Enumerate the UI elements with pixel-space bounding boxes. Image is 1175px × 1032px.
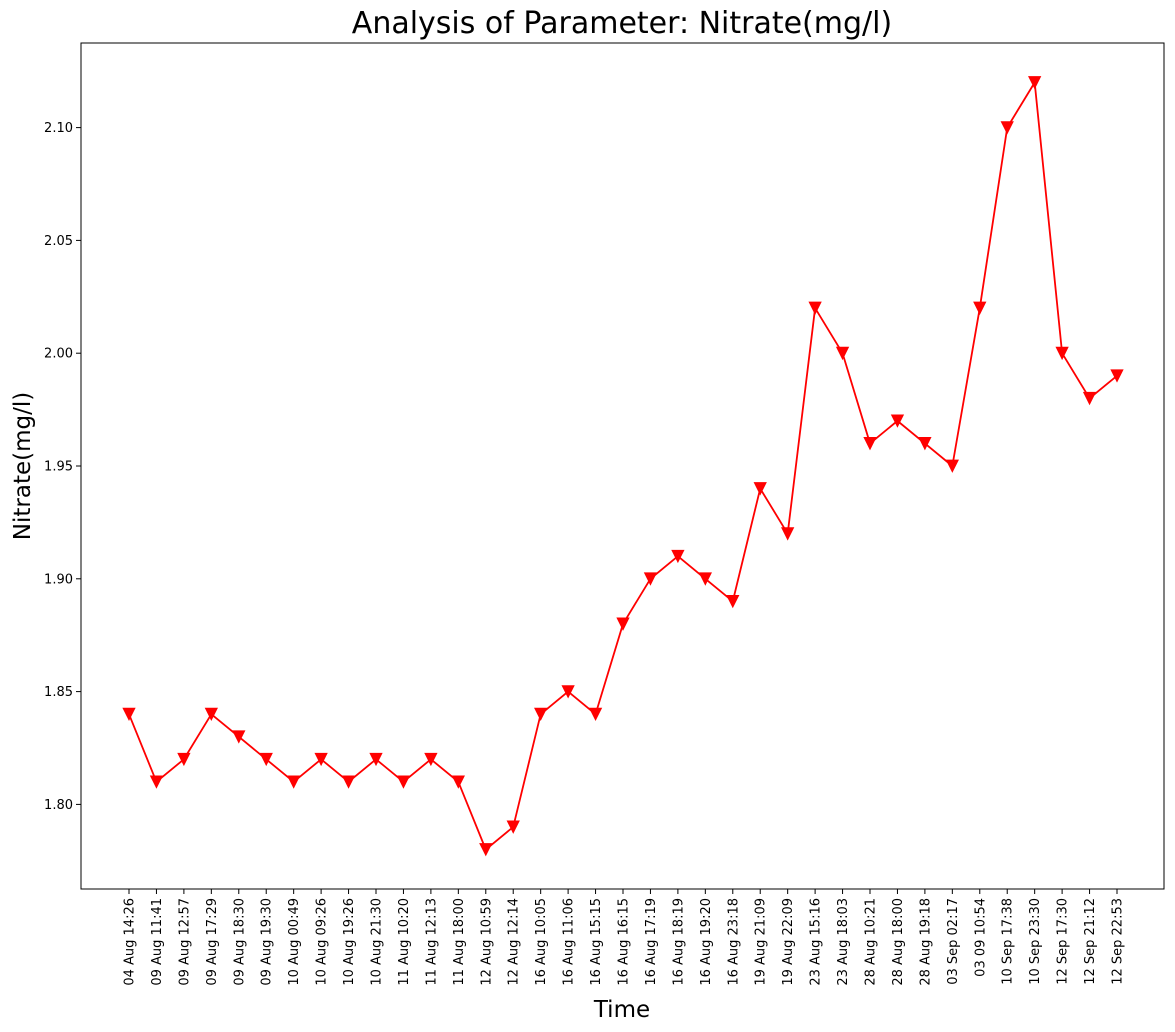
data-point xyxy=(808,301,822,315)
x-tick-label: 03 09 10:54 xyxy=(973,898,988,977)
x-tick-label: 03 Sep 02:17 xyxy=(946,898,961,985)
x-tick-label: 28 Aug 10:21 xyxy=(864,898,879,986)
x-axis-label: Time xyxy=(593,997,650,1023)
data-point xyxy=(561,685,575,699)
x-tick-label: 09 Aug 19:30 xyxy=(260,898,275,986)
data-point xyxy=(835,346,850,361)
x-tick-label: 23 Aug 15:16 xyxy=(809,898,824,986)
x-tick-label: 16 Aug 19:20 xyxy=(699,898,714,986)
y-tick-label: 1.90 xyxy=(44,572,73,587)
data-point xyxy=(863,437,877,451)
data-point xyxy=(1000,121,1014,135)
data-point xyxy=(1110,369,1124,383)
data-point xyxy=(396,775,411,789)
x-tick-label: 16 Aug 10:05 xyxy=(534,898,549,986)
x-tick-label: 10 Sep 23:30 xyxy=(1028,898,1043,985)
data-point xyxy=(698,572,712,586)
y-tick-label: 1.80 xyxy=(44,798,73,813)
data-point xyxy=(781,527,795,541)
data-point xyxy=(177,752,191,767)
data-point xyxy=(204,707,218,722)
y-tick-label: 2.00 xyxy=(44,347,73,362)
data-point xyxy=(753,482,767,496)
x-tick-label: 09 Aug 11:41 xyxy=(150,898,165,986)
x-tick-label: 10 Aug 21:30 xyxy=(370,898,385,986)
x-tick-label: 12 Aug 12:14 xyxy=(507,898,522,986)
data-point xyxy=(369,752,383,767)
x-tick-label: 11 Aug 10:20 xyxy=(397,898,412,986)
x-tick-label: 10 Aug 19:26 xyxy=(342,898,357,986)
series-nitrate xyxy=(122,76,1124,857)
x-tick-label: 28 Aug 18:00 xyxy=(891,898,906,986)
y-tick-label: 2.05 xyxy=(44,234,73,249)
data-point xyxy=(479,843,493,857)
y-axis-label: Nitrate(mg/l) xyxy=(10,392,36,540)
series-line xyxy=(128,81,1118,851)
x-tick-label: 28 Aug 19:18 xyxy=(918,898,933,986)
data-point xyxy=(973,301,987,315)
x-tick-label: 11 Aug 12:13 xyxy=(424,898,439,986)
x-tick-label: 16 Aug 15:15 xyxy=(589,898,604,986)
x-tick-label: 19 Aug 22:09 xyxy=(781,898,796,986)
x-tick-label: 12 Sep 17:30 xyxy=(1056,898,1071,985)
x-tick-label: 09 Aug 18:30 xyxy=(232,898,247,986)
data-point xyxy=(918,437,932,451)
data-point xyxy=(616,617,630,631)
data-point xyxy=(287,775,301,789)
data-point xyxy=(122,707,136,722)
chart-title: Analysis of Parameter: Nitrate(mg/l) xyxy=(352,6,892,41)
data-point xyxy=(314,752,328,767)
data-point xyxy=(588,707,603,722)
data-point xyxy=(890,414,905,428)
data-point xyxy=(945,459,959,473)
data-point xyxy=(232,730,246,744)
data-point xyxy=(451,775,465,789)
data-point xyxy=(1055,346,1069,361)
x-tick-label: 16 Aug 17:19 xyxy=(644,898,659,986)
data-point xyxy=(1028,76,1042,90)
x-tick-label: 09 Aug 17:29 xyxy=(205,898,220,986)
data-point xyxy=(424,752,438,767)
y-tick-label: 2.10 xyxy=(44,121,73,136)
x-tick-label: 12 Sep 22:53 xyxy=(1111,898,1126,985)
x-tick-label: 10 Aug 09:26 xyxy=(315,898,330,986)
data-point xyxy=(1082,391,1097,406)
x-tick-label: 16 Aug 18:19 xyxy=(671,898,686,986)
y-tick-label: 1.95 xyxy=(44,460,73,475)
x-tick-label: 16 Aug 11:06 xyxy=(562,898,577,986)
x-tick-label: 09 Aug 12:57 xyxy=(177,898,192,986)
x-tick-label: 11 Aug 18:00 xyxy=(452,898,467,986)
x-tick-label: 12 Aug 10:59 xyxy=(479,898,494,986)
data-point xyxy=(149,775,164,789)
y-tick-label: 1.85 xyxy=(44,685,73,700)
x-tick-label: 04 Aug 14:26 xyxy=(123,898,138,986)
x-tick-label: 10 Aug 00:49 xyxy=(287,898,302,986)
x-tick-label: 10 Sep 17:38 xyxy=(1001,898,1016,985)
data-point xyxy=(506,820,520,834)
y-axis: 1.80 1.85 1.90 1.95 2.00 2.05 2.10 xyxy=(44,121,81,813)
x-tick-label: 19 Aug 21:09 xyxy=(754,898,769,986)
data-point xyxy=(259,752,273,767)
x-tick-label: 16 Aug 16:15 xyxy=(617,898,632,986)
x-tick-label: 23 Aug 18:03 xyxy=(836,898,851,986)
data-point xyxy=(726,594,740,609)
x-tick-label: 12 Sep 21:12 xyxy=(1083,898,1098,985)
data-point xyxy=(534,707,548,722)
data-point xyxy=(671,549,685,564)
data-point xyxy=(643,572,658,586)
x-axis: 04 Aug 14:26 09 Aug 11:41 09 Aug 12:57 09 A… xyxy=(123,889,1126,986)
x-tick-label: 16 Aug 23:18 xyxy=(726,898,741,986)
data-point xyxy=(341,775,356,789)
